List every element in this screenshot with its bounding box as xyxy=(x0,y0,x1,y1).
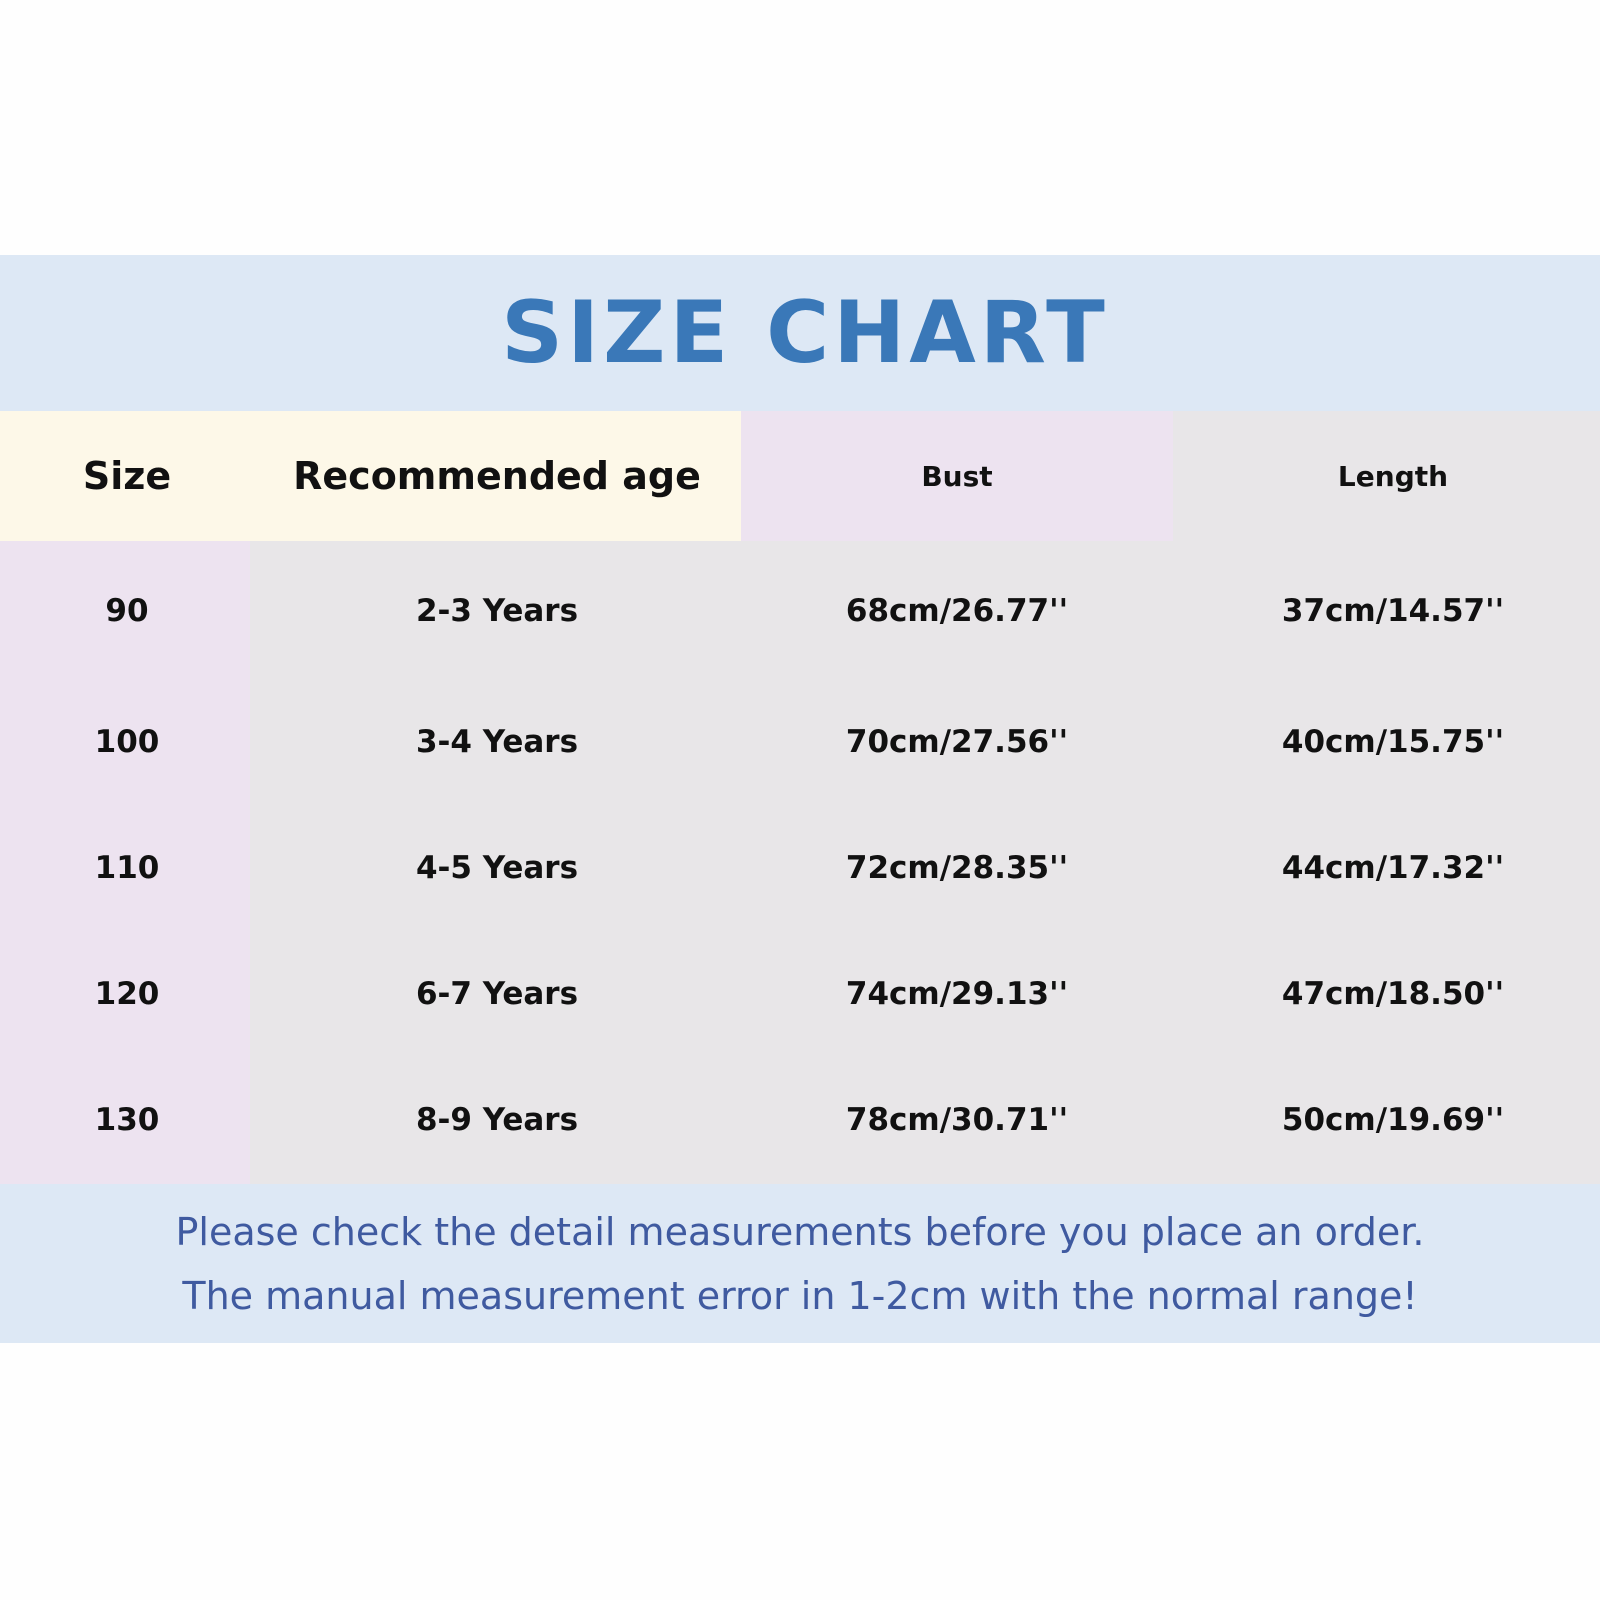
cell-recommended-age: 4-5 Years xyxy=(415,850,579,886)
body-bg xyxy=(250,541,1600,1184)
title-band: SIZE CHART xyxy=(0,255,1600,411)
header-bg-gray xyxy=(1173,411,1600,541)
cell-bust: 72cm/28.35'' xyxy=(845,850,1069,886)
size-column-bg xyxy=(0,541,250,1184)
cell-bust: 68cm/26.77'' xyxy=(845,593,1069,629)
page-title: SIZE CHART xyxy=(501,283,1109,383)
cell-size: 130 xyxy=(94,1102,160,1138)
header-recommended-age: Recommended age xyxy=(293,454,701,498)
cell-length: 47cm/18.50'' xyxy=(1281,976,1505,1012)
cell-size: 90 xyxy=(105,593,149,629)
cell-recommended-age: 6-7 Years xyxy=(415,976,579,1012)
cell-length: 37cm/14.57'' xyxy=(1281,593,1505,629)
cell-length: 44cm/17.32'' xyxy=(1281,850,1505,886)
cell-bust: 78cm/30.71'' xyxy=(845,1102,1069,1138)
cell-size: 110 xyxy=(94,850,160,886)
cell-recommended-age: 2-3 Years xyxy=(415,593,579,629)
header-bust: Bust xyxy=(921,459,993,493)
footer-line-2: The manual measurement error in 1-2cm wi… xyxy=(182,1273,1418,1318)
cell-bust: 74cm/29.13'' xyxy=(845,976,1069,1012)
header-size: Size xyxy=(82,454,172,498)
header-bg-pink xyxy=(741,411,1173,541)
footer-line-1: Please check the detail measurements bef… xyxy=(175,1209,1425,1254)
cell-size: 120 xyxy=(94,976,160,1012)
header-bg-yellow xyxy=(0,411,741,541)
cell-size: 100 xyxy=(94,724,160,760)
cell-length: 40cm/15.75'' xyxy=(1281,724,1505,760)
header-length: Length xyxy=(1337,459,1449,493)
cell-bust: 70cm/27.56'' xyxy=(845,724,1069,760)
cell-length: 50cm/19.69'' xyxy=(1281,1102,1505,1138)
cell-recommended-age: 3-4 Years xyxy=(415,724,579,760)
footer-note: Please check the detail measurements bef… xyxy=(0,1184,1600,1343)
cell-recommended-age: 8-9 Years xyxy=(415,1102,579,1138)
